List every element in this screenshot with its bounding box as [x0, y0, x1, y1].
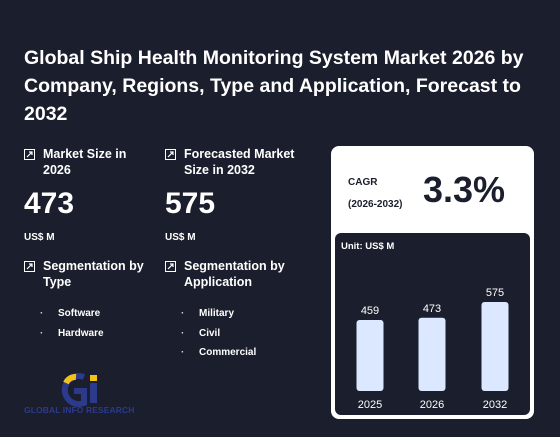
- resize-arrow-icon: [24, 261, 35, 272]
- list-item: · Military: [181, 304, 315, 324]
- category-label: 2025: [358, 399, 382, 411]
- market-size-value: 473: [24, 187, 75, 220]
- list-item: · Software: [40, 304, 154, 324]
- market-size-label: Market Size in 2026: [43, 147, 127, 177]
- resize-arrow-icon: [165, 149, 176, 160]
- bullet-icon: ·: [181, 327, 185, 339]
- company-logo: [24, 373, 144, 418]
- category-label: 2026: [420, 399, 444, 411]
- forecast-unit: US$ M: [165, 232, 196, 243]
- resize-arrow-icon: [24, 149, 35, 160]
- cagr-label: CAGR (2026-2032): [348, 177, 403, 210]
- forecast-stat: Forecasted Market Size in 2032 575 US$ M: [165, 146, 315, 243]
- market-size-unit: US$ M: [24, 232, 55, 243]
- list-item: · Commercial: [181, 343, 315, 363]
- market-size-stat: Market Size in 2026 473 US$ M: [24, 146, 149, 243]
- data-label: 459: [361, 305, 379, 317]
- logo-text: GLOBAL INFO RESEARCH: [24, 405, 135, 415]
- data-label: 473: [423, 303, 441, 315]
- segmentation-type: Segmentation by Type · Software · Hardware: [24, 258, 154, 343]
- bullet-icon: ·: [40, 327, 44, 339]
- bullet-icon: ·: [40, 308, 44, 319]
- bullet-icon: ·: [181, 347, 185, 358]
- cagr-card: CAGR (2026-2032) 3.3% Unit: US$ M 459 202…: [331, 146, 534, 419]
- list-item: · Hardware: [40, 324, 154, 344]
- bar-chart-panel: Unit: US$ M 459 2025 473 2026 575 2032: [335, 233, 530, 415]
- list-item: · Civil: [181, 324, 315, 344]
- chart-unit-label: Unit: US$ M: [341, 241, 395, 252]
- bar-2032: [481, 302, 509, 391]
- segmentation-type-label: Segmentation by Type: [43, 259, 144, 289]
- forecast-label: Forecasted Market Size in 2032: [184, 147, 295, 177]
- segmentation-application-label: Segmentation by Application: [184, 259, 285, 289]
- bar-2025: [356, 319, 384, 391]
- bar-2026: [418, 317, 446, 391]
- category-label: 2032: [483, 399, 507, 411]
- cagr-value: 3.3%: [423, 169, 506, 210]
- data-label: 575: [486, 287, 504, 299]
- resize-arrow-icon: [165, 261, 176, 272]
- bullet-icon: ·: [181, 308, 185, 319]
- segmentation-application: Segmentation by Application · Military · C…: [165, 258, 315, 363]
- bar-chart: 459 2025 473 2026 575 2032: [356, 287, 509, 411]
- forecast-value: 575: [165, 187, 216, 220]
- page-title: Global Ship Health Monitoring System Mar…: [24, 47, 524, 125]
